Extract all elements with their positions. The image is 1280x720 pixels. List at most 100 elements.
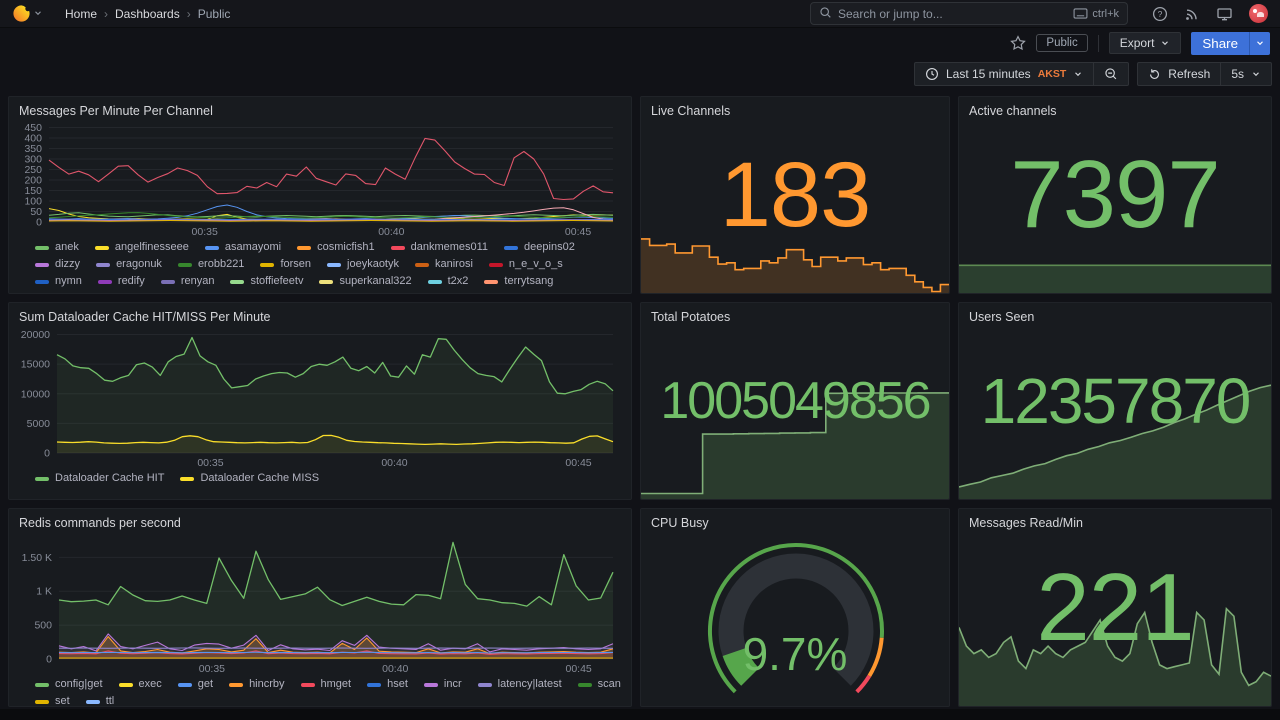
legend-item[interactable]: eragonuk <box>96 258 162 271</box>
legend-item[interactable]: superkanal322 <box>319 275 412 288</box>
breadcrumb-public[interactable]: Public <box>197 6 231 21</box>
panel-title[interactable]: Active channels <box>969 104 1057 118</box>
panel-title[interactable]: Sum Dataloader Cache HIT/MISS Per Minute <box>19 310 271 324</box>
legend-item[interactable]: kanirosi <box>415 258 473 271</box>
legend-item[interactable]: Dataloader Cache HIT <box>35 472 164 485</box>
legend-item[interactable]: n_e_v_o_s <box>488 258 563 271</box>
legend-item[interactable]: config|get <box>35 678 103 691</box>
legend-swatch <box>319 279 334 284</box>
panel-title[interactable]: Users Seen <box>969 310 1035 324</box>
breadcrumb-home[interactable]: Home <box>65 6 98 21</box>
gauge-threshold-arc <box>708 543 884 694</box>
legend-item[interactable]: renyan <box>160 275 214 288</box>
legend-item[interactable]: hmget <box>300 678 351 691</box>
y-tick-label: 15000 <box>21 359 50 371</box>
users-seen-sparkline <box>959 384 1271 499</box>
series-line <box>48 208 614 221</box>
panel-title[interactable]: Messages Read/Min <box>969 516 1083 530</box>
legend-item[interactable]: stoffiefeetv <box>230 275 303 288</box>
grafana-logo[interactable] <box>12 4 31 23</box>
legend-label: scan <box>597 678 621 690</box>
legend-item[interactable]: joeykaotyk <box>327 258 399 271</box>
series-line <box>56 336 614 395</box>
gauge-track <box>718 553 874 686</box>
legend-swatch <box>577 682 592 687</box>
help-icon[interactable]: ? <box>1152 6 1168 22</box>
legend-item[interactable]: redify <box>97 275 145 288</box>
refresh-button[interactable]: Refresh <box>1138 63 1220 85</box>
legend-item[interactable]: hincrby <box>229 678 285 691</box>
user-avatar[interactable] <box>1249 4 1268 23</box>
legend-item[interactable]: cosmicfish1 <box>297 241 375 254</box>
legend-item[interactable]: dizzy <box>35 258 80 271</box>
legend-item[interactable]: terrytsang <box>484 275 553 288</box>
panel-title[interactable]: Live Channels <box>651 104 731 118</box>
share-menu-caret[interactable] <box>1249 31 1270 55</box>
divider <box>1097 34 1099 52</box>
legend-label: asamayomi <box>224 241 282 253</box>
legend-swatch <box>85 699 100 704</box>
live-channels-sparkline <box>641 238 949 293</box>
panel-title[interactable]: CPU Busy <box>651 516 709 530</box>
series-area <box>57 435 613 453</box>
y-tick-label: 150 <box>24 185 42 197</box>
news-rss-icon[interactable] <box>1184 6 1200 22</box>
series-line <box>48 212 614 218</box>
legend-item[interactable]: ttl <box>85 695 114 706</box>
export-button[interactable]: Export <box>1108 32 1182 54</box>
legend-label: eragonuk <box>116 258 162 270</box>
series-line <box>58 651 614 654</box>
legend-swatch <box>390 245 405 250</box>
y-tick-label: 100 <box>24 196 42 208</box>
x-tick-label: 00:35 <box>199 663 225 675</box>
legend-item[interactable]: valkyrae <box>108 292 169 293</box>
chevron-down-icon[interactable] <box>33 5 43 23</box>
panel-title[interactable]: Redis commands per second <box>19 516 181 530</box>
legend-item[interactable]: nymn <box>35 275 82 288</box>
search-input[interactable]: Search or jump to... ctrl+k <box>810 2 1128 25</box>
refresh-interval-select[interactable]: 5s <box>1220 63 1271 85</box>
x-tick-label: 00:40 <box>378 226 404 238</box>
legend-item[interactable]: angelfinesseee <box>94 241 189 254</box>
legend-item[interactable]: t2x2 <box>427 275 469 288</box>
time-range-picker[interactable]: Last 15 minutes AKST <box>915 63 1093 85</box>
panel-title[interactable]: Messages Per Minute Per Channel <box>19 104 213 118</box>
legend-item[interactable]: set <box>35 695 70 706</box>
monitor-kiosk-icon[interactable] <box>1216 6 1233 22</box>
legend-item[interactable]: asamayomi <box>204 241 282 254</box>
legend-label: t2x2 <box>447 275 469 287</box>
sparkline-area <box>641 392 949 499</box>
legend-label: cosmicfish1 <box>317 241 375 253</box>
legend-item[interactable]: forsen <box>260 258 311 271</box>
sparkline-area <box>959 608 1271 706</box>
legend-item[interactable]: get <box>177 678 213 691</box>
legend-item[interactable]: hset <box>367 678 408 691</box>
legend-item[interactable]: deepins02 <box>504 241 575 254</box>
zoom-out-time-button[interactable] <box>1093 63 1128 85</box>
panel-dataloader-cache: Sum Dataloader Cache HIT/MISS Per Minute… <box>8 302 632 500</box>
legend-item[interactable]: exec <box>118 678 162 691</box>
legend-item[interactable]: xqc <box>185 292 222 293</box>
panel-title[interactable]: Total Potatoes <box>651 310 731 324</box>
dataloader-timeseries-chart[interactable]: 0 5000 10000 15000 20000 00:35 00:40 00:45 <box>19 325 621 469</box>
legend-item[interactable]: erobb221 <box>177 258 244 271</box>
legend-swatch <box>35 262 49 267</box>
share-button[interactable]: Share <box>1191 31 1249 55</box>
legend-item[interactable]: latency|latest <box>477 678 562 691</box>
redis-timeseries-chart[interactable]: 0 500 1 K 1.50 K 00:35 00:40 00:45 <box>19 531 621 675</box>
public-badge[interactable]: Public <box>1036 34 1088 52</box>
legend-swatch <box>488 262 503 267</box>
legend-swatch <box>423 682 438 687</box>
breadcrumb-separator: › <box>104 6 109 21</box>
legend-item[interactable]: valastol <box>35 292 92 293</box>
legend-item[interactable]: anek <box>35 241 79 254</box>
star-icon[interactable] <box>1010 35 1027 51</box>
breadcrumb-dashboards[interactable]: Dashboards <box>115 6 180 21</box>
legend-item[interactable]: scan <box>577 678 621 691</box>
sparkline-line <box>641 392 949 495</box>
legend-swatch <box>297 245 312 250</box>
legend-item[interactable]: Dataloader Cache MISS <box>180 472 319 485</box>
legend-item[interactable]: dankmemes011 <box>390 241 488 254</box>
legend-item[interactable]: incr <box>423 678 462 691</box>
